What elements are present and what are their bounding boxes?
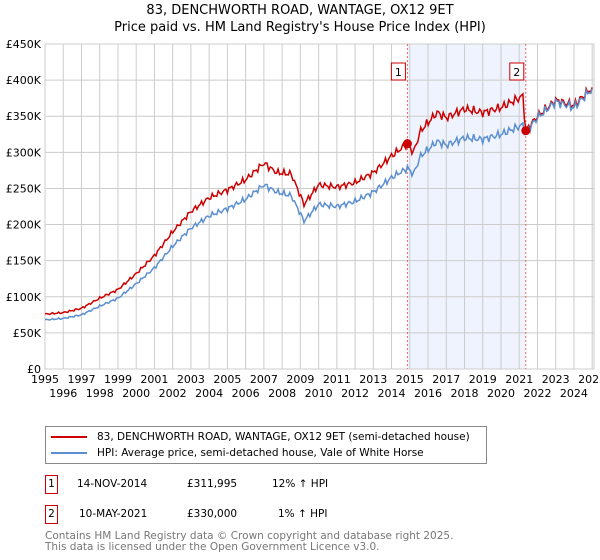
- x-tick-label: 2012: [341, 387, 369, 400]
- chart-subtitle: Price paid vs. HM Land Registry's House …: [114, 20, 486, 35]
- x-tick-label: 2008: [268, 387, 296, 400]
- x-tick-label: 2011: [323, 373, 351, 386]
- annotation-hpi: 1% ↑ HPI: [278, 508, 328, 520]
- y-tick-label: £100K: [6, 291, 42, 304]
- y-tick-label: £50K: [13, 327, 42, 340]
- x-tick-label: 1997: [67, 373, 95, 386]
- sale-label: 1: [395, 66, 402, 79]
- x-tick-label: 2022: [523, 387, 551, 400]
- annotation-badge: 1: [45, 475, 58, 494]
- annotation-price: £311,995: [187, 478, 238, 490]
- x-tick-label: 2014: [378, 387, 406, 400]
- x-tick-label: 2019: [469, 373, 497, 386]
- legend-swatch-blue: [51, 452, 87, 454]
- annotation-badge: 2: [45, 505, 58, 524]
- y-tick-label: £0: [27, 363, 41, 376]
- y-tick-label: £150K: [6, 255, 42, 268]
- x-tick-label: 2000: [122, 387, 150, 400]
- x-tick-label: 2023: [542, 373, 570, 386]
- x-tick-label: 2009: [286, 373, 314, 386]
- chart-title: 83, DENCHWORTH ROAD, WANTAGE, OX12 9ET: [146, 3, 454, 18]
- y-tick-label: £200K: [6, 219, 42, 232]
- y-tick-label: £250K: [6, 182, 42, 195]
- legend-swatch-red: [51, 436, 87, 438]
- x-tick-label: 2017: [432, 373, 460, 386]
- legend-label: 83, DENCHWORTH ROAD, WANTAGE, OX12 9ET (…: [97, 431, 470, 443]
- y-tick-label: £350K: [6, 110, 42, 123]
- sale-point: [402, 139, 412, 149]
- x-tick-label: 2004: [195, 387, 223, 400]
- annotation-hpi: 12% ↑ HPI: [272, 478, 329, 490]
- x-tick-label: 2015: [396, 373, 424, 386]
- x-tick-label: 2020: [487, 387, 515, 400]
- x-tick-label: 1999: [104, 373, 132, 386]
- sale-label-box: [390, 62, 406, 81]
- annotation-date: 14-NOV-2014: [77, 478, 148, 490]
- x-tick-label: 2016: [414, 387, 442, 400]
- footer-line-2: This data is licensed under the Open Gov…: [45, 541, 380, 553]
- annotation-price: £330,000: [187, 508, 238, 520]
- y-tick-label: £450K: [6, 38, 42, 51]
- legend-item-hpi: HPI: Average price, semi-detached house,…: [51, 445, 424, 461]
- annotation-date: 10-MAY-2021: [79, 508, 148, 520]
- legend-label: HPI: Average price, semi-detached house,…: [97, 447, 424, 459]
- sale-label: 2: [513, 66, 520, 79]
- x-tick-label: 2010: [305, 387, 333, 400]
- x-tick-label: 1996: [49, 387, 77, 400]
- legend-item-property: 83, DENCHWORTH ROAD, WANTAGE, OX12 9ET (…: [51, 429, 470, 445]
- sale-label-box: [509, 62, 525, 81]
- plot-frame: [44, 43, 595, 370]
- x-tick-label: 2002: [159, 387, 187, 400]
- y-tick-label: £400K: [6, 74, 42, 87]
- x-tick-label: 1995: [31, 373, 59, 386]
- x-tick-label: 2007: [250, 373, 278, 386]
- x-tick-label: 2013: [359, 373, 387, 386]
- x-tick-label: 2025: [578, 373, 600, 386]
- x-tick-label: 2024: [560, 387, 588, 400]
- property-price-line: [44, 85, 593, 316]
- x-tick-label: 2021: [505, 373, 533, 386]
- x-tick-label: 2018: [451, 387, 479, 400]
- x-tick-label: 2001: [140, 373, 168, 386]
- plot-area: £0 £50K £100K £150K £200K £250K £300K £350K £400…: [6, 38, 600, 400]
- sale-point: [521, 126, 531, 136]
- footer: Contains HM Land Registry data © Crown c…: [45, 531, 453, 553]
- footer-line-1: Contains HM Land Registry data © Crown c…: [45, 530, 454, 542]
- x-tick-label: 1998: [86, 387, 114, 400]
- legend: 83, DENCHWORTH ROAD, WANTAGE, OX12 9ET (…: [45, 426, 487, 464]
- x-tick-label: 2005: [213, 373, 241, 386]
- hpi-line: [44, 87, 593, 321]
- x-tick-label: 2003: [177, 373, 205, 386]
- x-tick-label: 2006: [232, 387, 260, 400]
- shaded-region: [407, 44, 526, 369]
- y-tick-label: £300K: [6, 146, 42, 159]
